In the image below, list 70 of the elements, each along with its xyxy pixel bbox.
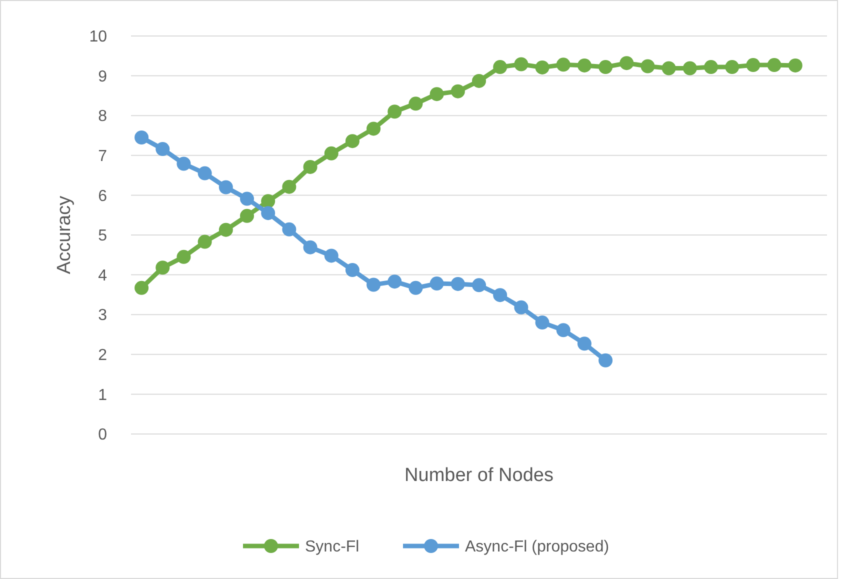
point [176, 250, 191, 264]
y-tick-label: 1 [98, 386, 108, 404]
point [303, 240, 318, 254]
point [198, 166, 212, 180]
point [535, 316, 550, 330]
point [282, 222, 296, 236]
point [261, 194, 276, 208]
point [598, 353, 613, 368]
point [514, 300, 528, 314]
point [134, 280, 149, 295]
y-tick-label: 8 [98, 108, 108, 126]
point [388, 104, 402, 119]
legend-label: Async-Fl (proposed) [465, 538, 610, 556]
point [556, 58, 570, 72]
point [450, 84, 465, 98]
y-tick-label: 3 [98, 307, 108, 324]
point [240, 192, 254, 206]
point [725, 60, 740, 74]
y-tick-label: 7 [98, 148, 108, 165]
point [303, 160, 318, 174]
point [662, 61, 676, 76]
y-tick-label: 2 [98, 347, 108, 364]
y-tick-label: 10 [89, 28, 108, 46]
x-axis-title: Number of Nodes [404, 465, 554, 486]
point [556, 323, 570, 338]
point [282, 180, 296, 194]
point [408, 280, 423, 295]
y-tick-label: 6 [98, 188, 108, 205]
y-tick-label: 5 [98, 228, 108, 245]
point [261, 206, 276, 220]
point [366, 278, 381, 292]
point [514, 57, 528, 72]
point [430, 276, 444, 291]
point [493, 60, 508, 74]
point [176, 156, 191, 171]
point [345, 263, 360, 278]
legend-label: Sync-Fl [305, 538, 360, 556]
point [430, 87, 444, 102]
point [788, 58, 802, 72]
point [640, 59, 655, 74]
point [156, 260, 170, 275]
point [324, 146, 338, 160]
point [472, 74, 486, 88]
y-tick-label: 9 [98, 68, 108, 86]
point [388, 274, 402, 289]
point [620, 56, 634, 70]
point [577, 336, 592, 351]
point [472, 278, 486, 292]
point [746, 58, 760, 72]
point [366, 122, 381, 136]
point [156, 142, 170, 156]
point [577, 58, 592, 72]
point [218, 222, 233, 237]
point [198, 234, 212, 249]
point [408, 96, 423, 111]
point [598, 60, 613, 74]
point [493, 288, 508, 302]
point [345, 134, 360, 148]
point [240, 208, 254, 223]
point [134, 130, 149, 144]
point [450, 276, 465, 291]
y-axis-title: Accuracy [54, 195, 75, 274]
point [324, 248, 338, 263]
y-tick-label: 0 [98, 426, 108, 444]
point [218, 180, 233, 194]
point [682, 61, 697, 76]
point [704, 60, 718, 74]
point [535, 60, 550, 74]
y-tick-label: 4 [98, 267, 108, 284]
point [767, 58, 782, 72]
